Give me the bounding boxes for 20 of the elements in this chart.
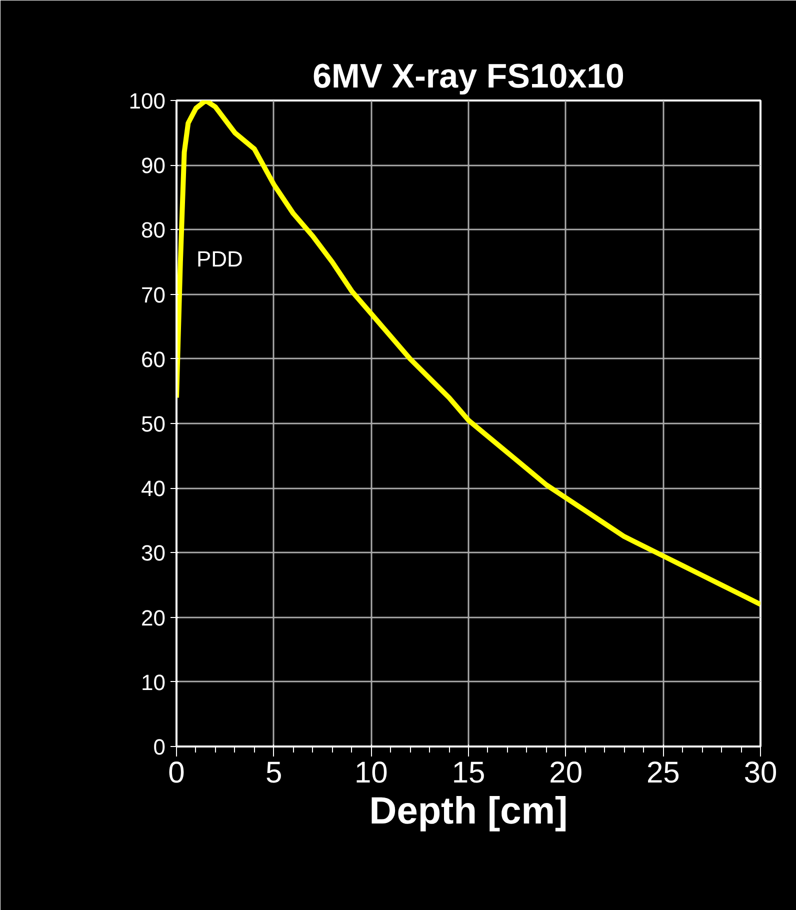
x-tick-label: 15: [452, 756, 486, 790]
y-tick-label: 50: [141, 412, 166, 436]
x-axis-title: Depth [cm]: [369, 790, 568, 832]
y-tick-label: 20: [141, 605, 166, 630]
x-tick-label: 10: [354, 756, 388, 790]
y-tick-label: 100: [128, 88, 166, 114]
y-tick-label: 40: [141, 476, 166, 502]
y-axis-title: PDD: [196, 246, 243, 272]
x-tick-label: 20: [549, 756, 583, 790]
y-tick-label: 90: [141, 153, 166, 178]
chart-title: 6MV X-ray FS10x10: [312, 58, 624, 96]
x-tick-label: 30: [744, 756, 778, 790]
x-tick-label: 5: [265, 756, 282, 790]
y-tick-label: 80: [141, 218, 166, 243]
x-tick-label: 25: [646, 756, 680, 790]
y-tick-label: 60: [141, 346, 166, 372]
y-tick-label: 0: [153, 734, 166, 760]
y-tick-label: 70: [141, 282, 166, 308]
y-tick-label: 30: [141, 540, 166, 566]
y-tick-label: 10: [141, 670, 166, 695]
